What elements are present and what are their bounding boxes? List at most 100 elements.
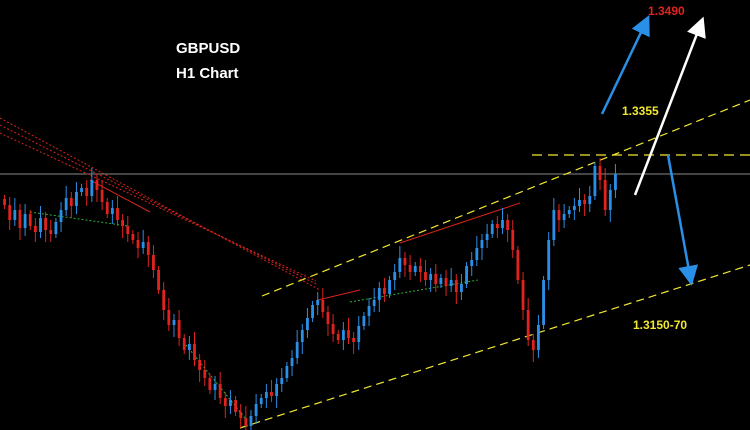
candle-body [336,334,340,340]
candle [506,214,510,242]
candle-body [516,250,520,280]
candle-body [69,198,73,206]
candle-body [531,340,535,350]
candle [295,330,299,364]
candle [603,168,607,216]
candle [3,195,6,209]
candle-body [480,240,484,248]
candle-body [234,400,237,412]
candle-body [177,320,181,338]
candle [572,198,576,220]
candle-body [578,200,581,206]
candle-body [28,214,32,226]
candle [223,392,227,418]
candle [495,216,499,238]
candle-body [403,258,407,265]
candle [95,174,99,202]
candle [270,380,273,402]
candle-body [131,234,135,240]
candle-body [465,266,468,284]
candle [239,404,243,428]
candle [552,198,556,246]
candle [44,212,48,242]
candle-body [121,220,125,226]
ascending-channel [239,99,750,429]
candle-body [187,344,191,350]
candle [583,194,587,216]
candle [64,186,68,216]
minor-trendline-green [29,211,129,227]
candle-body [372,300,376,306]
candle [105,198,109,218]
channel-upper-line [261,99,750,297]
candle [403,252,407,277]
candle [465,262,468,288]
candle [598,158,602,190]
candle-body [367,306,371,316]
candle [54,218,58,238]
candle-body [59,210,63,222]
candle-body [388,280,391,294]
candle-body [264,392,268,398]
candle-body [146,242,150,255]
candle-body [223,398,227,406]
candle [275,378,279,408]
candle [449,268,453,292]
candle-body [208,378,212,390]
candle [306,308,309,338]
candle [521,272,525,320]
candle [193,332,196,366]
candle [126,216,130,242]
candle [608,184,612,222]
candle-body [23,214,27,228]
candle [352,332,356,354]
candle [357,316,361,350]
candle-body [218,384,222,398]
candle [167,298,171,331]
candle [69,192,73,218]
candle [280,368,284,392]
candle-body [244,418,248,426]
candle-body [352,338,356,342]
candle-body [270,392,273,396]
candle [562,204,566,228]
candle-body [75,192,78,206]
candle-body [485,234,489,240]
candle-body [275,384,279,396]
candle [593,162,597,200]
candle [187,336,191,360]
candle [367,298,371,326]
candle [383,278,386,302]
candle-body [429,274,433,280]
candle-body [444,278,448,286]
candle [526,298,530,346]
candle [326,306,330,336]
candle [413,262,417,276]
candle-body [198,360,202,370]
bullish-arrow-white [633,16,706,196]
candle-body [254,404,258,416]
candle [39,206,42,238]
candle-body [136,240,140,248]
candle-body [383,288,386,294]
candle-body [290,358,294,366]
candle [152,245,155,278]
candle [501,208,504,234]
candle-body [526,310,530,340]
candle-body [85,188,89,196]
candle-body [33,226,37,232]
candle-body [3,199,6,205]
candle [362,312,366,330]
candle-body [285,366,289,378]
candle [90,168,94,202]
descending-trendline [0,124,319,286]
minor-trendline-red [317,289,361,301]
candle-body [583,200,587,204]
candle [162,282,166,320]
candle-body [341,330,345,340]
chart-subtitle: H1 Chart [176,65,239,82]
candle [110,200,114,224]
bearish-arrow-blue [666,154,699,286]
candle [454,274,458,304]
candle-body [300,330,304,342]
